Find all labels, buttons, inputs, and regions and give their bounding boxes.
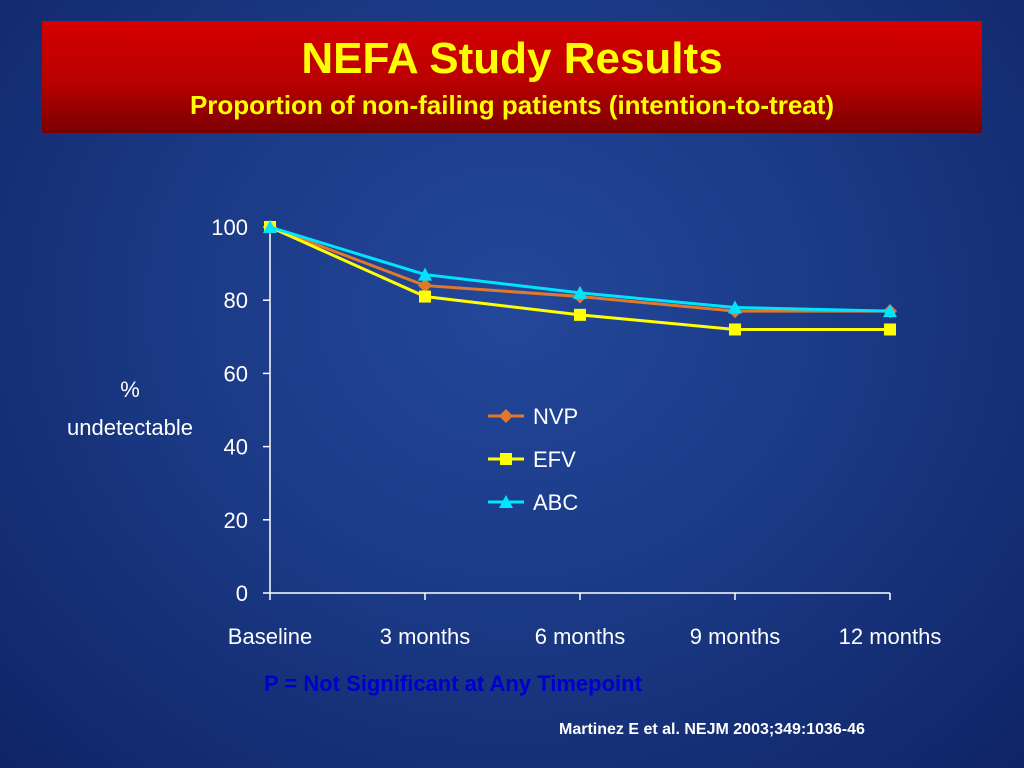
y-tick-label: 40 bbox=[224, 435, 248, 460]
data-point bbox=[573, 285, 587, 299]
legend-entry-abc: ABC bbox=[488, 490, 578, 515]
title-banner: NEFA Study Results Proportion of non-fai… bbox=[42, 21, 982, 133]
significance-footnote: P = Not Significant at Any Timepoint bbox=[264, 671, 642, 696]
legend-label: ABC bbox=[533, 490, 578, 515]
y-tick-label: 20 bbox=[224, 508, 248, 533]
x-tick-label: Baseline bbox=[228, 624, 312, 649]
legend-swatch-marker bbox=[500, 453, 512, 465]
legend-label: NVP bbox=[533, 404, 578, 429]
series-efv bbox=[264, 221, 896, 336]
y-tick-label: 100 bbox=[211, 215, 248, 240]
series-abc bbox=[263, 220, 897, 318]
y-tick-label: 60 bbox=[224, 361, 248, 386]
y-axis-label-line-2: undetectable bbox=[67, 415, 193, 440]
data-point bbox=[263, 220, 277, 233]
data-point bbox=[418, 278, 432, 293]
chart-axes: 0 20 40 60 80 100 Baseline 3 months 6 months 9 mo… bbox=[211, 215, 941, 649]
slide-title: NEFA Study Results bbox=[301, 34, 723, 83]
data-point bbox=[729, 323, 741, 336]
y-axis-label-line-1: % bbox=[120, 377, 140, 402]
x-tick-label: 9 months bbox=[690, 624, 781, 649]
data-point bbox=[574, 308, 586, 321]
legend-entry-nvp: NVP bbox=[488, 404, 578, 429]
legend-label: EFV bbox=[533, 447, 576, 472]
data-point bbox=[883, 304, 897, 318]
legend-swatch-marker bbox=[499, 409, 513, 423]
x-tick-label: 3 months bbox=[380, 624, 471, 649]
x-tick-label: 6 months bbox=[535, 624, 626, 649]
data-point bbox=[418, 267, 432, 281]
data-point bbox=[419, 290, 431, 303]
chart-legend: NVP EFV ABC bbox=[488, 404, 578, 515]
legend-swatch-marker bbox=[499, 495, 513, 508]
y-tick-label: 80 bbox=[224, 288, 248, 313]
chart-series bbox=[263, 220, 897, 336]
citation: Martinez E et al. NEJM 2003;349:1036-46 bbox=[559, 721, 865, 738]
y-tick-label: 0 bbox=[236, 581, 248, 606]
series-nvp bbox=[263, 220, 897, 319]
data-point bbox=[884, 323, 896, 336]
data-point bbox=[728, 300, 742, 314]
legend-entry-efv: EFV bbox=[488, 447, 576, 472]
slide-subtitle: Proportion of non-failing patients (inte… bbox=[189, 90, 835, 120]
x-tick-label: 12 months bbox=[839, 624, 942, 649]
